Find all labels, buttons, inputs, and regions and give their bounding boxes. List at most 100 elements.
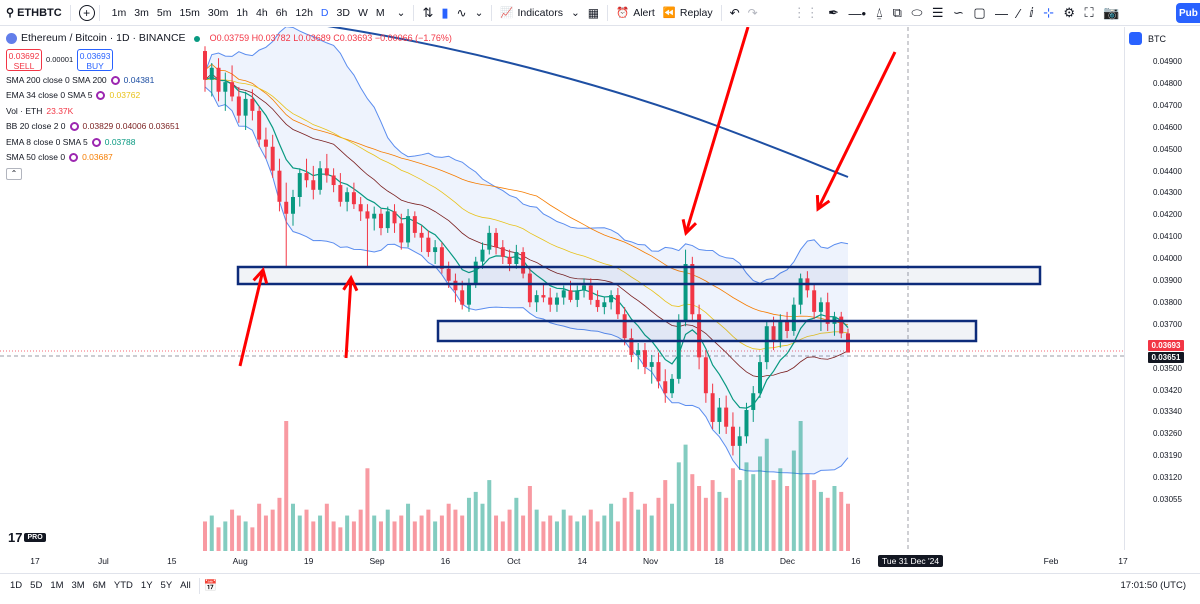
interval-d[interactable]: D <box>320 6 329 19</box>
time-axis[interactable]: 17 Jul 15 Aug 19 Sep 16 Oct 14 Nov 18 Dec 16 Feb 17 Tu… <box>0 551 1128 571</box>
interval-dropdown-chevron-icon[interactable]: ⌄ <box>396 6 406 19</box>
horizontal-line-icon[interactable]: — <box>995 5 1009 21</box>
bar-style-icon[interactable]: ⇅ <box>422 4 434 20</box>
rectangle-icon[interactable]: ▢ <box>973 5 986 20</box>
collapse-legend-chevron-icon[interactable]: ⌃ <box>6 167 22 180</box>
volume-bar <box>710 480 715 551</box>
indicator-value: 23.37K <box>46 105 74 116</box>
interval-30m[interactable]: 30m <box>207 6 229 19</box>
interval-6h[interactable]: 6h <box>275 6 288 19</box>
redo-icon[interactable]: ↷ <box>747 5 758 20</box>
indicator-visibility-icon[interactable] <box>69 122 79 132</box>
interval-4h[interactable]: 4h <box>256 6 268 19</box>
range-ytd[interactable]: YTD <box>113 580 133 591</box>
trend-line-icon[interactable]: ∕ <box>1017 5 1020 21</box>
candle-body <box>277 170 282 202</box>
crosshair-icon[interactable]: ⊹ <box>1043 5 1054 20</box>
interval-1h[interactable]: 1h <box>236 6 249 19</box>
volume-bar <box>494 515 499 551</box>
ellipse-icon[interactable]: ⬭ <box>911 5 923 20</box>
indicator-label: SMA 200 close 0 SMA 200 <box>6 74 107 85</box>
drag-handle-icon[interactable]: ⋮⋮ <box>792 5 819 20</box>
line-chart-icon[interactable]: ∿ <box>456 5 467 20</box>
text-cursor-icon[interactable]: ⅈ <box>1029 5 1034 20</box>
candle-body <box>717 407 722 422</box>
candle-body <box>649 362 654 367</box>
text-notes-icon[interactable]: ☰ <box>931 5 944 20</box>
indicator-visibility-icon[interactable] <box>91 137 101 147</box>
indicator-row[interactable]: EMA 8 close 0 SMA 5 0.03788 <box>6 135 452 151</box>
replay-button[interactable]: ⏪ Replay <box>659 0 717 26</box>
interval-m[interactable]: M <box>375 6 385 19</box>
volume-bar <box>406 503 411 551</box>
candle-body <box>406 216 411 243</box>
tradingview-logo[interactable]: 17 PRO <box>8 530 46 545</box>
sell-button[interactable]: 0.03692 SELL <box>6 48 42 71</box>
arrow-pattern-icon[interactable]: ⧉ <box>892 5 902 20</box>
range-1m[interactable]: 1M <box>50 580 64 591</box>
interval-5m[interactable]: 5m <box>156 6 172 19</box>
fullscreen-icon[interactable]: ⛶ <box>1084 5 1094 20</box>
indicator-row[interactable]: EMA 34 close 0 SMA 5 0.03762 <box>6 88 452 104</box>
indicators-chevron-icon[interactable]: ⌄ <box>570 6 580 19</box>
candle-body <box>419 232 424 238</box>
indicator-visibility-icon[interactable] <box>96 91 106 101</box>
range-3m[interactable]: 3M <box>71 580 85 591</box>
indicator-row[interactable]: BB 20 close 2 0 0.03829 0.04006 0.03651 <box>6 119 452 135</box>
clock[interactable]: 17:01:50 (UTC) <box>1120 580 1186 591</box>
candle-body <box>642 350 647 367</box>
settings-gear-icon[interactable]: ⚙ <box>1063 5 1076 20</box>
interval-15m[interactable]: 15m <box>179 6 200 19</box>
range-5d[interactable]: 5D <box>30 580 43 591</box>
volume-bar <box>778 468 783 551</box>
indicator-visibility-icon[interactable] <box>69 153 79 163</box>
path-icon[interactable]: ∽ <box>953 5 964 20</box>
candle-body <box>825 302 830 324</box>
candle-body <box>304 173 309 181</box>
interval-12h[interactable]: 12h <box>295 6 313 19</box>
interval-1m[interactable]: 1m <box>111 6 127 19</box>
volume-bar <box>825 497 830 551</box>
indicator-visibility-icon[interactable] <box>110 75 120 85</box>
chart-type-chevron-icon[interactable]: ⌄ <box>474 6 484 19</box>
volume-bar <box>460 515 465 551</box>
volume-bar <box>791 450 796 551</box>
symbol-search[interactable]: ⚲ ETHBTC <box>0 0 66 26</box>
alert-button[interactable]: ⏰ Alert <box>612 0 659 26</box>
price-chart[interactable] <box>0 27 1124 551</box>
indicators-button[interactable]: 📈 Indicators <box>496 0 567 26</box>
indicator-row[interactable]: Vol · ETH 23.37K <box>6 104 452 120</box>
volume-bar <box>690 474 695 551</box>
horizontal-ray-icon[interactable]: —• <box>848 5 867 21</box>
currency-selector[interactable]: BTC <box>1129 32 1166 45</box>
range-all[interactable]: All <box>180 580 191 591</box>
currency-label: BTC <box>1148 33 1166 44</box>
camera-icon[interactable]: 📷 <box>1103 5 1120 20</box>
range-6m[interactable]: 6M <box>92 580 106 591</box>
indicator-row[interactable]: SMA 200 close 0 SMA 200 0.04381 <box>6 73 452 89</box>
range-5y[interactable]: 5Y <box>160 580 173 591</box>
volume-bar <box>365 468 370 551</box>
candle-body <box>230 82 235 97</box>
layouts-icon[interactable]: ▦ <box>587 5 600 20</box>
compare-symbol-button[interactable]: + <box>78 4 95 21</box>
volume-bar <box>561 509 566 551</box>
interval-w[interactable]: W <box>357 6 368 19</box>
indicator-row[interactable]: SMA 50 close 0 0.03687 <box>6 150 452 166</box>
interval-3m[interactable]: 3m <box>134 6 149 19</box>
buy-button[interactable]: 0.03693 BUY <box>77 48 114 71</box>
bb-lower-tag: 0.03651 <box>1148 352 1184 363</box>
rewind-icon: ⏪ <box>662 7 676 19</box>
price-axis[interactable]: BTC 0.04900 0.04800 0.04700 0.04600 0.04500 0… <box>1124 27 1188 550</box>
date-range-calendar-icon[interactable]: 📅 <box>203 580 218 592</box>
range-1y[interactable]: 1Y <box>140 580 153 591</box>
interval-3d[interactable]: 3D <box>336 6 350 19</box>
candles-icon[interactable]: ▮ <box>441 4 449 20</box>
candle-body <box>399 223 404 243</box>
publish-button[interactable]: Pub <box>1176 3 1200 23</box>
undo-icon[interactable]: ↶ <box>729 5 740 20</box>
price-tick: 0.03120 <box>1153 473 1182 483</box>
brush-icon[interactable]: ✒ <box>828 5 840 20</box>
range-1d[interactable]: 1D <box>10 580 23 591</box>
fib-retracement-icon[interactable]: ⍙ <box>875 5 884 20</box>
